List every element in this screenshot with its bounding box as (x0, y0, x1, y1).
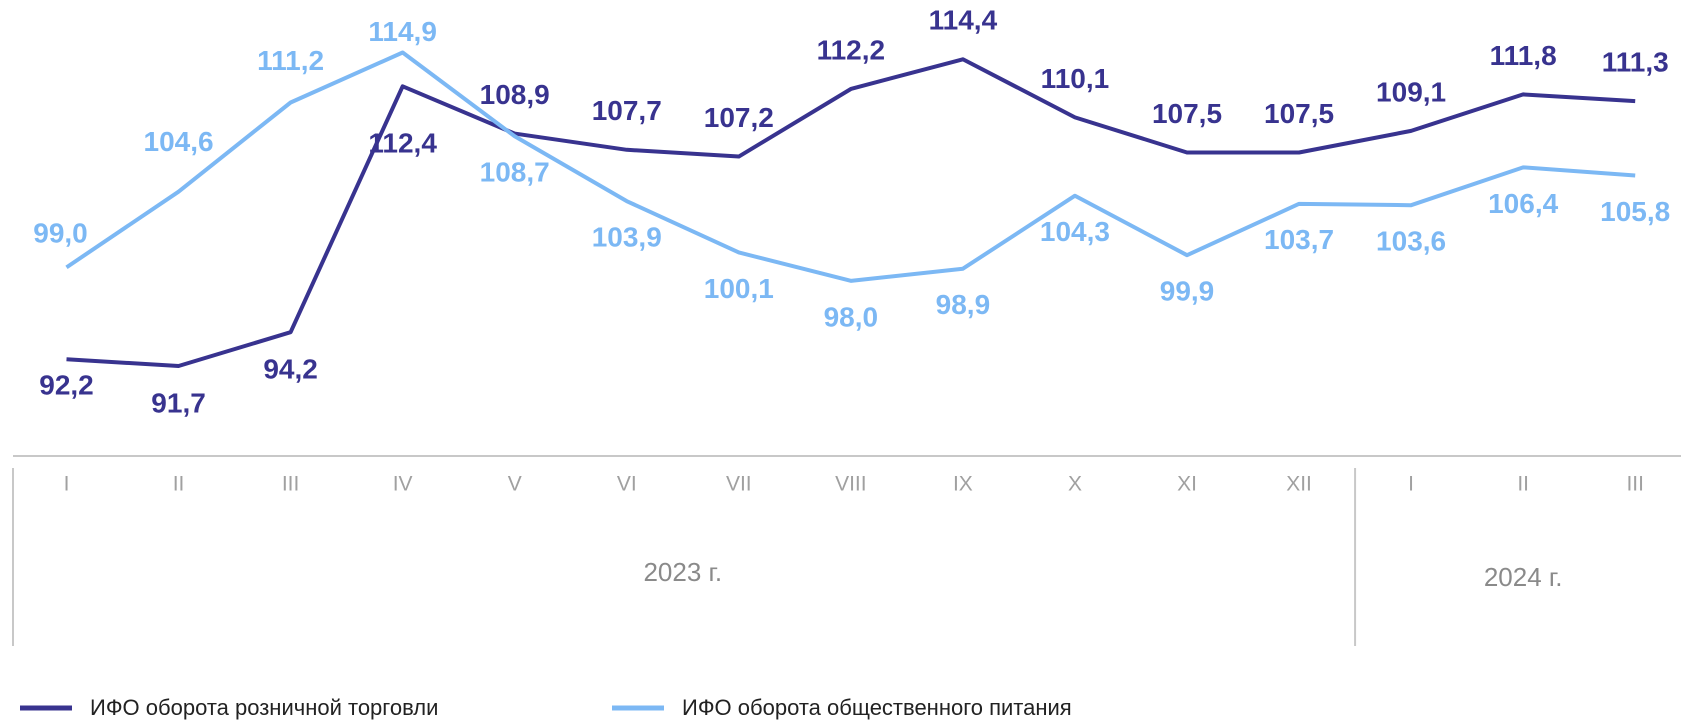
x-tick-label: III (282, 473, 300, 496)
x-tick-label: II (173, 473, 185, 496)
data-label: 98,0 (824, 301, 879, 332)
data-label: 114,4 (929, 5, 998, 36)
data-label: 99,9 (1160, 276, 1215, 307)
data-label: 109,1 (1376, 76, 1446, 107)
data-label: 111,2 (257, 45, 324, 76)
data-label: 107,2 (704, 102, 774, 133)
x-tick-label: VI (617, 473, 637, 496)
data-label: 103,6 (1376, 226, 1446, 257)
data-label: 111,8 (1490, 40, 1557, 71)
data-label: 111,3 (1602, 47, 1669, 78)
x-tick-label: I (1408, 473, 1414, 496)
data-label: 104,6 (144, 126, 214, 157)
x-tick-label: X (1068, 473, 1082, 496)
data-label: 103,7 (1264, 224, 1334, 255)
x-tick-label: XII (1286, 473, 1312, 496)
data-label: 99,0 (33, 218, 88, 249)
group-label: 2023 г. (643, 557, 722, 587)
data-label: 94,2 (263, 354, 318, 385)
legend-label: ИФО оборота общественного питания (682, 695, 1072, 720)
data-label: 104,3 (1040, 216, 1110, 247)
x-tick-label: VII (726, 473, 752, 496)
data-label: 108,7 (480, 157, 550, 188)
data-label: 100,1 (704, 273, 774, 304)
x-tick-label: XI (1177, 473, 1197, 496)
data-label: 105,8 (1600, 196, 1670, 227)
x-tick-label: IX (953, 473, 973, 496)
data-label: 112,2 (817, 34, 886, 65)
x-tick-label: II (1517, 473, 1529, 496)
legend-label: ИФО оборота розничной торговли (90, 695, 438, 720)
data-label: 107,5 (1152, 98, 1222, 129)
x-tick-label: IV (393, 473, 413, 496)
data-label: 106,4 (1488, 188, 1558, 219)
data-label: 98,9 (936, 289, 991, 320)
x-tick-label: VIII (835, 473, 867, 496)
x-tick-label: V (508, 473, 522, 496)
data-label: 91,7 (151, 387, 206, 418)
data-label: 107,5 (1264, 98, 1334, 129)
data-label: 92,2 (39, 370, 94, 401)
data-label: 103,9 (592, 222, 662, 253)
data-label: 110,1 (1041, 63, 1110, 94)
data-label: 107,7 (592, 95, 662, 126)
series-line (65, 50, 1636, 283)
series-line (66, 57, 1636, 368)
data-label: 108,9 (480, 79, 550, 110)
data-label: 114,9 (368, 16, 437, 47)
group-label: 2024 г. (1484, 562, 1563, 592)
x-tick-label: III (1626, 473, 1644, 496)
x-tick-label: I (64, 473, 70, 496)
data-label: 112,4 (368, 128, 437, 159)
